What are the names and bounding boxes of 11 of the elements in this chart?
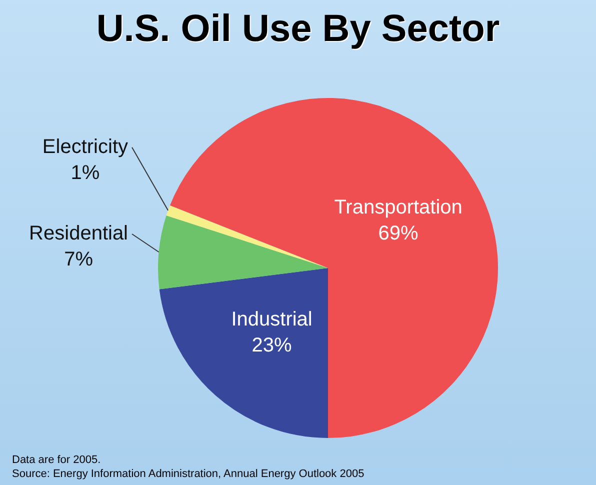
data-label: 1% bbox=[70, 162, 100, 184]
data-label: 23% bbox=[252, 334, 292, 356]
data-label: 69% bbox=[378, 222, 419, 245]
slice-label: Residential bbox=[29, 222, 128, 245]
slice-label: Industrial bbox=[231, 308, 312, 330]
chart-title: U.S. Oil Use By Sector bbox=[95, 8, 501, 51]
text: Data are for 2005. bbox=[12, 453, 102, 467]
source-note: Source: Energy Information Administration, Annual Energy Outlook 2005 bbox=[12, 467, 364, 481]
slice-label: Transportation bbox=[334, 196, 462, 219]
slice-label: Electricity bbox=[42, 136, 128, 158]
data-label: 7% bbox=[64, 248, 94, 271]
